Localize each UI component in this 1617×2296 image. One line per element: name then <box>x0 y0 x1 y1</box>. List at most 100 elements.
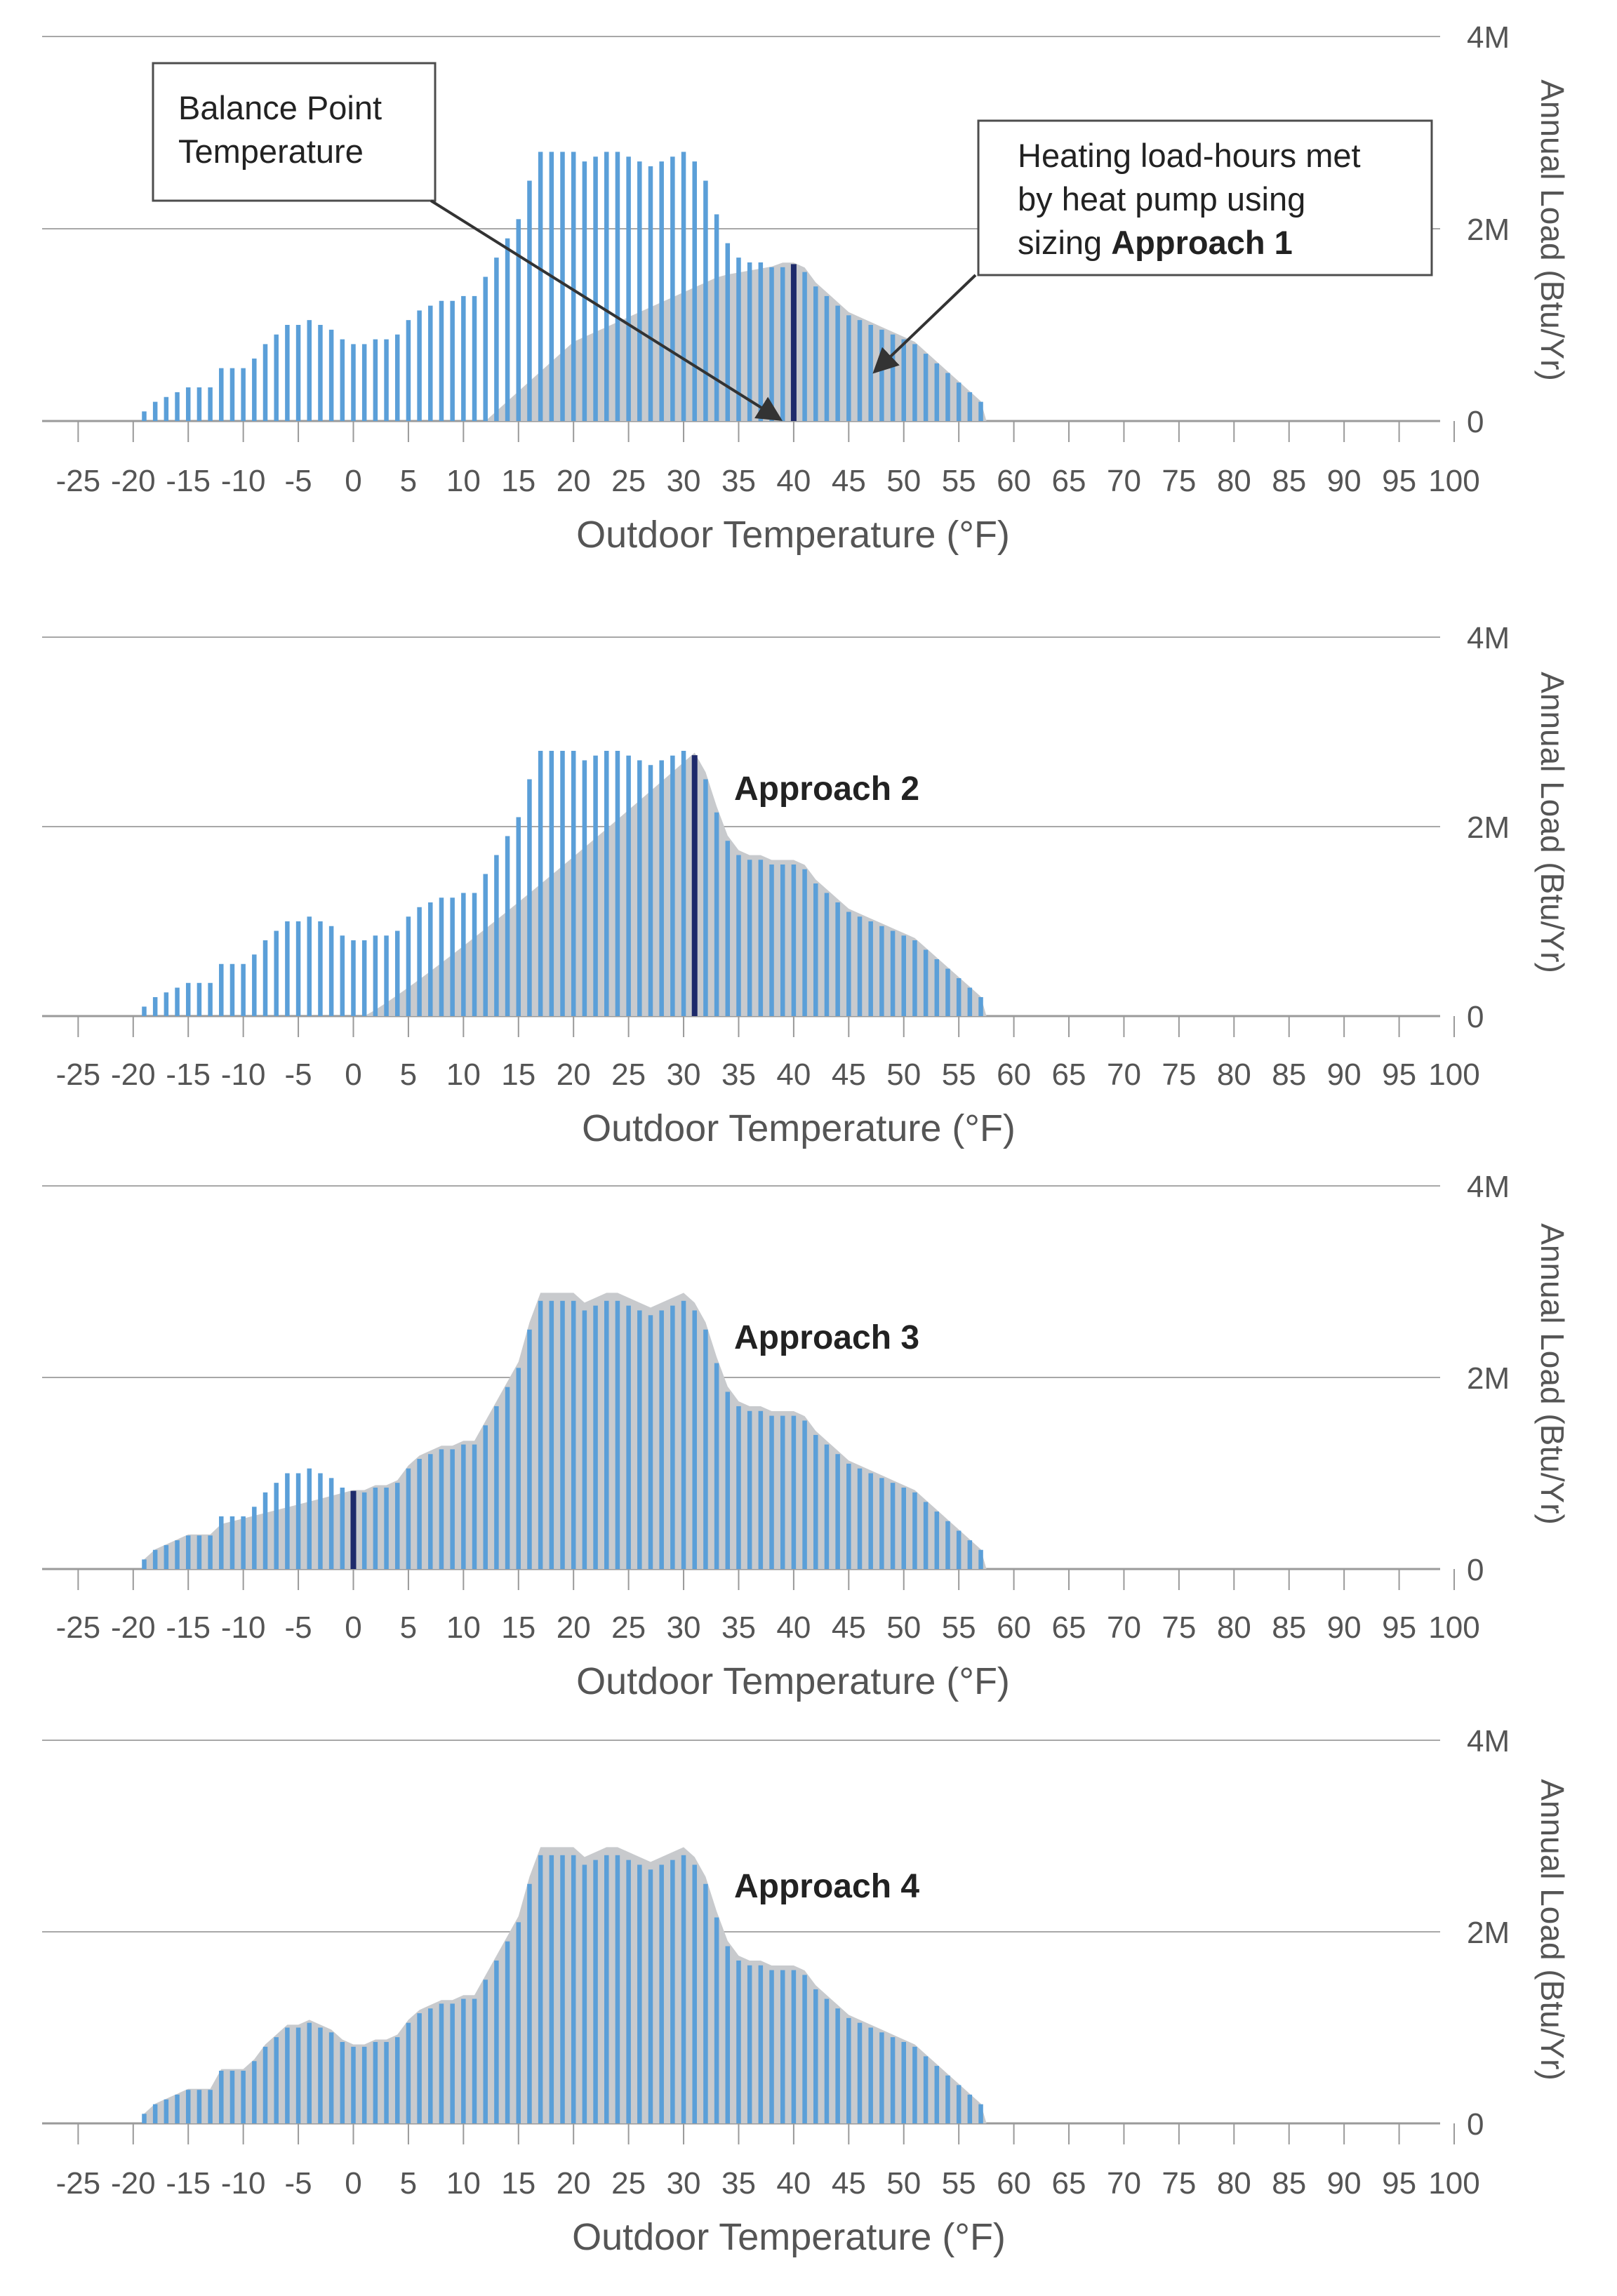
load-bar <box>152 401 158 421</box>
load-bar <box>461 1998 466 2123</box>
load-bar <box>406 1468 411 1569</box>
load-bar <box>780 1970 785 2123</box>
load-bar <box>934 363 940 421</box>
x-tick-label: -5 <box>285 464 312 498</box>
load-bar <box>527 779 532 1016</box>
load-bar <box>725 1391 731 1569</box>
x-tick-label: 65 <box>1052 1057 1086 1092</box>
x-axis-title: Outdoor Temperature (°F) <box>576 1660 1010 1702</box>
x-tick-label: 65 <box>1052 2166 1086 2201</box>
load-bar <box>351 940 356 1016</box>
x-tick-label: 75 <box>1162 464 1196 498</box>
load-bar <box>769 865 774 1016</box>
x-tick-label: 65 <box>1052 464 1086 498</box>
load-bar <box>152 2104 158 2123</box>
load-bar <box>604 751 609 1016</box>
callout-heating-line-2: by heat pump using <box>1018 180 1305 218</box>
x-tick-label: 90 <box>1327 1610 1362 1645</box>
load-bar <box>703 779 708 1016</box>
x-tick-label: -15 <box>166 1057 211 1092</box>
x-tick-label: 35 <box>721 2166 756 2201</box>
load-bar <box>274 2037 279 2123</box>
load-bar <box>175 1540 180 1569</box>
y-tick-label: 2M <box>1467 213 1510 247</box>
load-bar <box>461 893 466 1016</box>
x-axis-title: Outdoor Temperature (°F) <box>576 514 1010 556</box>
load-bar <box>439 300 444 421</box>
x-tick-label: 30 <box>667 2166 701 2201</box>
load-bar <box>901 339 906 421</box>
x-tick-label: 40 <box>776 1057 811 1092</box>
load-bar <box>571 152 576 421</box>
load-bar <box>769 267 774 421</box>
load-bar <box>582 1310 587 1569</box>
x-tick-label: 85 <box>1272 464 1306 498</box>
load-bar <box>912 1492 917 1569</box>
load-bar <box>615 1300 620 1569</box>
load-bar <box>758 1410 764 1569</box>
load-bar <box>890 2037 896 2123</box>
load-bar <box>241 963 246 1016</box>
load-bar <box>725 841 731 1016</box>
load-bar <box>142 1006 147 1016</box>
y-axis-title: Annual Load (Btu/Yr) <box>1534 672 1571 973</box>
load-bar <box>175 2095 180 2123</box>
load-bar <box>659 1864 664 2123</box>
x-tick-label: 60 <box>997 1610 1031 1645</box>
load-bar <box>714 812 719 1016</box>
load-bar <box>164 396 169 421</box>
load-bar <box>516 1368 521 1569</box>
x-tick-label: 0 <box>345 1610 361 1645</box>
load-bar <box>978 2104 983 2123</box>
load-bar <box>472 295 477 421</box>
load-bar <box>780 1415 785 1569</box>
load-bar <box>472 893 477 1016</box>
load-bar <box>912 344 917 421</box>
load-bar <box>483 276 488 421</box>
load-bar <box>340 339 345 421</box>
load-bar <box>615 1855 620 2123</box>
load-bar <box>483 874 488 1016</box>
load-bar <box>340 1487 345 1569</box>
load-bar <box>791 1415 797 1569</box>
load-bar <box>472 1444 477 1569</box>
x-tick-label: 10 <box>446 464 481 498</box>
load-bar <box>747 262 752 421</box>
x-tick-label: 70 <box>1107 464 1141 498</box>
load-bar <box>879 926 884 1016</box>
load-bar <box>318 921 323 1016</box>
balance-point-layer <box>691 755 698 1016</box>
load-bar <box>175 392 180 421</box>
x-tick-label: 90 <box>1327 1057 1362 1092</box>
x-tick-label: 100 <box>1428 464 1479 498</box>
x-tick-label: 60 <box>997 2166 1031 2201</box>
load-bar <box>736 258 741 421</box>
load-bar <box>802 272 807 421</box>
load-bar <box>571 751 576 1016</box>
load-bar <box>681 751 686 1016</box>
chart-panel-1: -25 -20 -15 -10 -5 0 5 10 15 20 25 30 35 40 45 50 55 60 65… <box>42 20 1571 556</box>
load-bar <box>560 1300 565 1569</box>
load-bar <box>152 997 158 1016</box>
load-bar <box>967 1540 973 1569</box>
load-bar <box>373 339 378 421</box>
load-bar <box>901 1487 906 1569</box>
x-tick-label: 45 <box>832 2166 866 2201</box>
load-bar <box>142 1559 147 1569</box>
load-bar <box>461 295 466 421</box>
load-bar <box>229 963 235 1016</box>
load-bar <box>538 1855 543 2123</box>
load-bar <box>494 1960 499 2123</box>
load-bar <box>967 987 973 1016</box>
load-bar <box>736 855 741 1016</box>
balance-callout-arrow <box>430 199 783 421</box>
chart-panel-4: -25 -20 -15 -10 -5 0 5 10 15 20 25 30 35 40 45 50 55 60 65… <box>42 1724 1571 2258</box>
load-bar <box>185 1535 191 1569</box>
load-bar <box>384 935 389 1016</box>
load-bar <box>670 156 675 421</box>
callout-balance-line-1: Balance Point <box>178 89 382 126</box>
x-tick-label: 75 <box>1162 1610 1196 1645</box>
x-axis: -25 -20 -15 -10 -5 0 5 10 15 20 25 30 35 40 45 50 55 60 65… <box>56 1016 1480 1092</box>
load-bar <box>736 1406 741 1569</box>
x-tick-label: -5 <box>285 1610 312 1645</box>
